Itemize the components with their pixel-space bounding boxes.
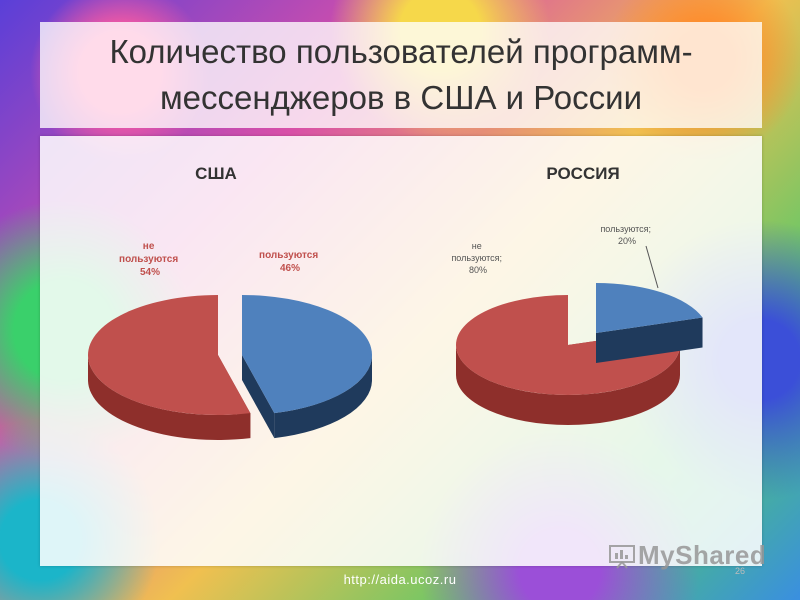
slide-number: 26 (735, 566, 746, 576)
usa-label-users: пользуются 46% (259, 250, 321, 274)
russia-pie (456, 283, 703, 425)
watermark: MyShared (608, 540, 766, 571)
usa-pie-slice-users-cut-1 (242, 355, 275, 439)
usa-pie-slice-nonusers-side (88, 355, 251, 440)
watermark-text: MyShared (638, 540, 767, 570)
usa-value-nonusers: 54% (140, 267, 160, 278)
rus-pie-slice-nonusers-top (456, 295, 680, 396)
russia-chart-title: РОССИЯ (546, 164, 619, 183)
russia-label-nonusers: не пользуются; 80% (451, 241, 504, 275)
slide-title: Количество пользователей программ-мессен… (109, 33, 693, 116)
usa-pie-chart: США не пользуются 54% пользуются 46% (87, 164, 372, 440)
russia-leader-line (645, 245, 659, 289)
russia-pie-chart: РОССИЯ не пользуются; 80% пользуются; 20… (451, 164, 703, 425)
presentation-icon (609, 544, 635, 569)
usa-value-users: 46% (280, 263, 300, 274)
rus-pie-slice-users-top (596, 283, 703, 333)
usa-chart-title: США (195, 164, 237, 183)
footer-url[interactable]: http://aida.ucoz.ru (343, 572, 457, 587)
usa-pie-slice-users (242, 295, 372, 439)
rus-pie-slice-users-cut-1 (596, 317, 703, 363)
title-band: Количество пользователей программ-мессен… (40, 22, 762, 128)
usa-pie (87, 295, 372, 440)
rus-pie-slice-users (596, 283, 703, 363)
usa-pie-slice-users-top (242, 295, 372, 414)
usa-pie-slice-nonusers (87, 295, 251, 440)
russia-value-users: 20% (618, 236, 636, 246)
russia-value-nonusers: 80% (469, 265, 487, 275)
usa-pie-slice-users-side (274, 355, 372, 439)
russia-label-users: пользуются; 20% (600, 224, 653, 246)
rus-pie-slice-nonusers-side (456, 345, 680, 425)
usa-pie-slice-nonusers-top (87, 295, 251, 415)
usa-label-nonusers: не пользуются 54% (119, 241, 181, 278)
